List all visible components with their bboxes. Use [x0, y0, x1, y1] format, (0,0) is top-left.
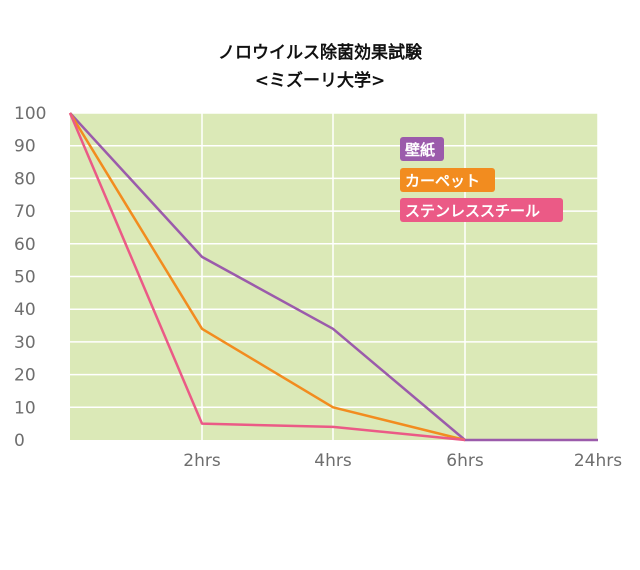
y-tick-label-6: 60 [14, 235, 36, 255]
y-tick-label-7: 70 [14, 202, 36, 222]
y-tick-label-5: 50 [14, 268, 36, 288]
y-tick-label-2: 20 [14, 366, 36, 386]
x-tick-label-4: 24hrs [574, 451, 622, 471]
y-tick-label-3: 30 [14, 333, 36, 353]
series-line-2 [68, 112, 466, 442]
legend-label-1: カーペット [405, 172, 480, 190]
y-tick-label-9: 90 [14, 137, 36, 157]
chart-title: ノロウイルス除菌効果試験 [218, 43, 422, 63]
y-tick-label-10: 100 [14, 104, 46, 124]
y-tick-label-0: 0 [14, 431, 25, 451]
series-line-1 [68, 112, 466, 442]
x-tick-label-3: 6hrs [446, 451, 484, 471]
x-tick-label-1: 2hrs [183, 451, 221, 471]
y-tick-label-4: 40 [14, 300, 36, 320]
legend-badge-0 [400, 137, 444, 161]
y-tick-label-8: 80 [14, 169, 36, 189]
legend-badge-1 [400, 168, 495, 192]
series-line-0 [69, 112, 598, 442]
legend-label-0: 壁紙 [405, 141, 435, 159]
y-tick-label-1: 10 [14, 398, 36, 418]
legend-label-2: ステンレススチール [405, 202, 540, 220]
legend-badge-2 [400, 198, 563, 222]
x-tick-label-2: 4hrs [314, 451, 352, 471]
chart-subtitle: <ミズーリ大学> [254, 71, 386, 91]
